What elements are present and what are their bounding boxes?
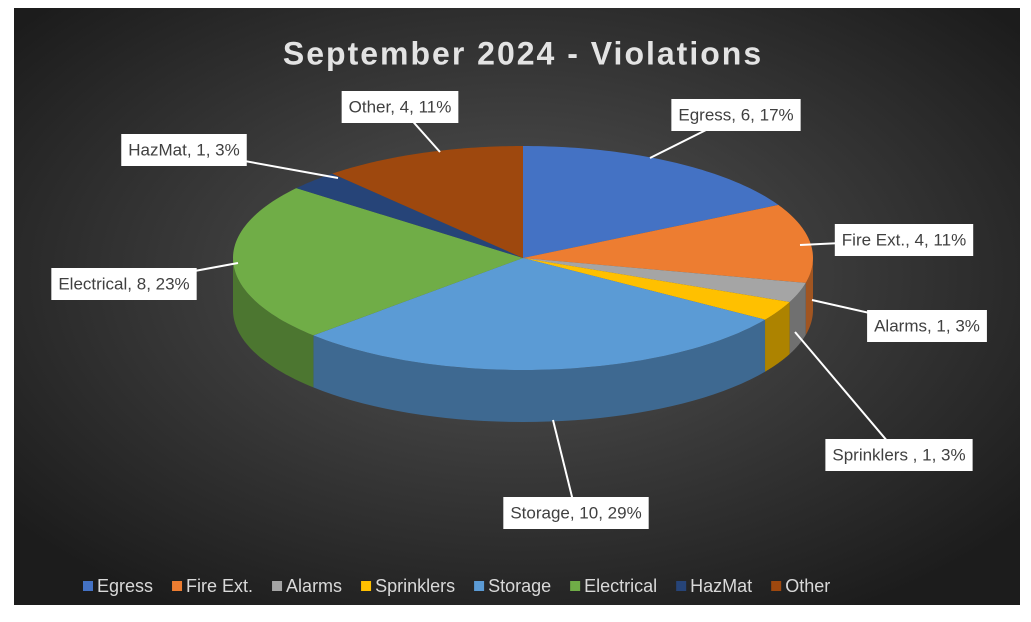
- slice: [523, 146, 779, 258]
- data-label: Fire Ext., 4, 11%: [842, 230, 966, 249]
- chart-title: September 2024 - Violations: [283, 35, 763, 71]
- legend-label: Electrical: [584, 576, 657, 596]
- slice: [523, 258, 806, 303]
- data-label: Other, 4, 11%: [349, 97, 452, 116]
- data-label-box: [834, 224, 974, 256]
- data-label-box: [867, 310, 987, 342]
- data-label-box: [121, 134, 247, 166]
- legend-swatch: [172, 581, 183, 591]
- legend-swatch: [361, 581, 372, 591]
- data-label: HazMat, 1, 3%: [128, 140, 240, 159]
- slice: [313, 258, 766, 370]
- data-label: Sprinklers , 1, 3%: [832, 445, 965, 464]
- slice-side: [789, 282, 806, 355]
- slice: [332, 146, 523, 258]
- legend-label: Sprinklers: [375, 576, 455, 596]
- legend-label: Fire Ext.: [186, 576, 253, 596]
- slice-side: [765, 302, 790, 372]
- data-label-box: [825, 439, 973, 471]
- data-label-box: [671, 99, 801, 131]
- slice-side: [313, 319, 766, 422]
- legend-swatch: [83, 581, 93, 591]
- legend-label: Storage: [488, 576, 551, 596]
- slice: [523, 204, 813, 283]
- legend-swatch: [676, 581, 687, 591]
- legend-label: HazMat: [690, 576, 752, 596]
- legend-swatch: [570, 581, 581, 591]
- slice-side: [805, 258, 813, 335]
- slice: [233, 188, 524, 336]
- data-label: Egress, 6, 17%: [678, 105, 793, 124]
- slice: [296, 173, 523, 258]
- slice-side: [233, 258, 314, 388]
- slice: [523, 258, 790, 320]
- legend-swatch: [272, 581, 283, 591]
- data-label-box: [341, 91, 459, 123]
- data-label: Storage, 10, 29%: [510, 503, 641, 522]
- data-label: Alarms, 1, 3%: [874, 316, 980, 335]
- data-label: Electrical, 8, 23%: [58, 274, 189, 293]
- data-label-box: [503, 497, 649, 529]
- data-label-box: [51, 268, 197, 300]
- legend-swatch: [771, 581, 782, 591]
- legend-label: Other: [785, 576, 830, 596]
- legend-label: Alarms: [286, 576, 342, 596]
- leader-line: [794, 331, 900, 456]
- legend-label: Egress: [97, 576, 153, 596]
- legend-swatch: [474, 581, 485, 591]
